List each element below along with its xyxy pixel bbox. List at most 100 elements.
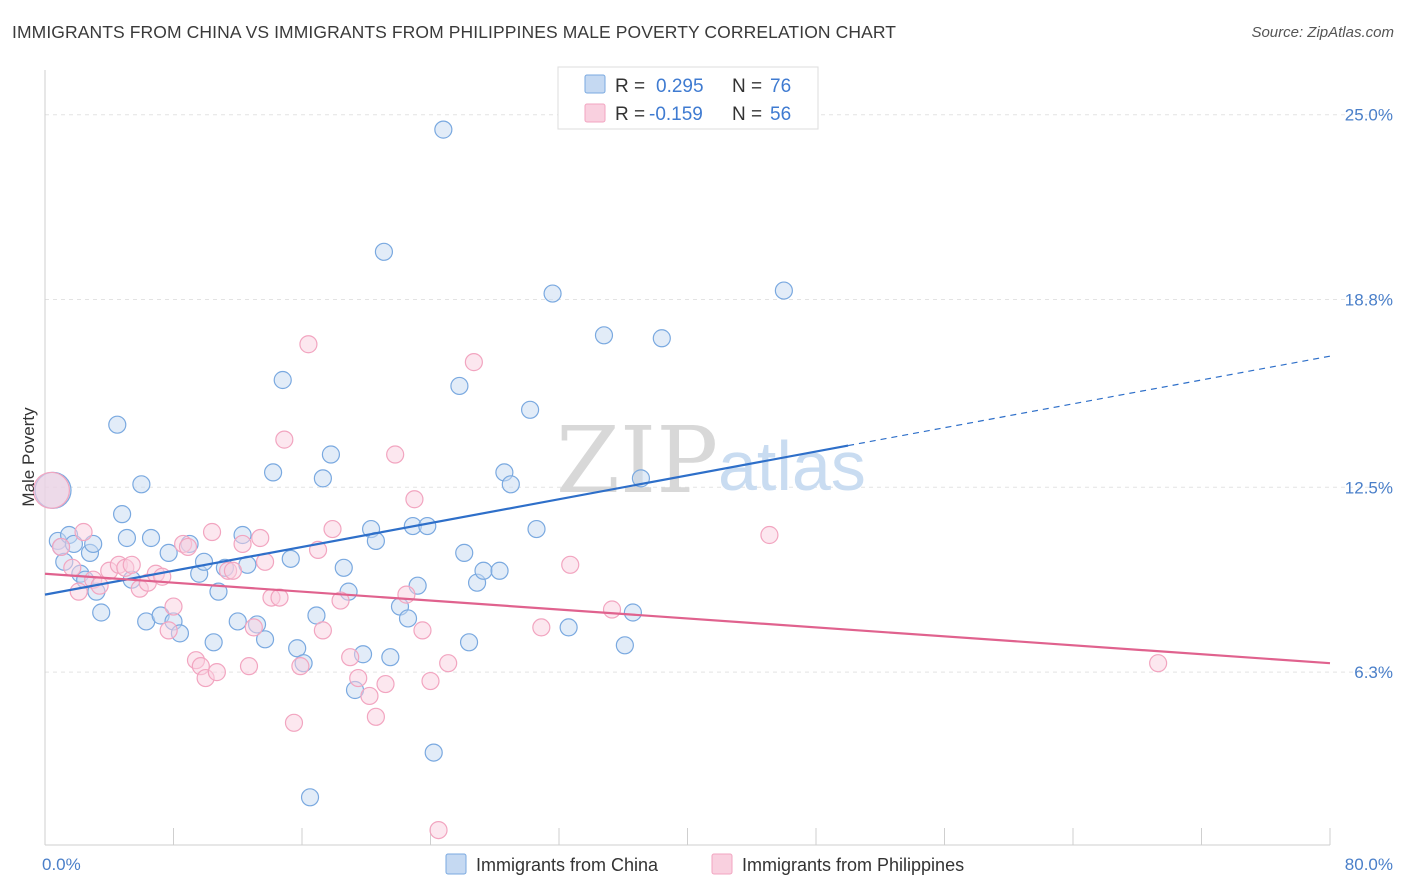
point-series0-27	[209, 582, 228, 601]
y-tick-labels: 6.3% 12.5% 18.8% 25.0%	[1345, 106, 1393, 682]
axes	[44, 70, 1331, 846]
point-series1-40	[331, 591, 350, 610]
point-series0-26	[204, 633, 223, 652]
point-series1-54	[532, 618, 551, 637]
legend-swatch-philippines	[584, 103, 606, 123]
point-series0-74	[652, 329, 671, 348]
trend-line-series0	[44, 444, 849, 596]
point-series1-48	[405, 490, 424, 509]
point-series1-0	[32, 471, 71, 509]
legend-box: R = 0.295 N = 76 R = -0.159 N = 56	[557, 66, 819, 130]
chart-title: IMMIGRANTS FROM CHINA VS IMMIGRANTS FROM…	[12, 22, 897, 42]
point-series1-35	[291, 657, 310, 676]
point-series1-32	[270, 588, 289, 607]
point-series1-16	[164, 597, 183, 616]
point-series1-53	[464, 353, 483, 372]
point-series1-41	[341, 648, 360, 667]
point-series1-25	[223, 561, 243, 580]
legend-r-label-china: R =	[615, 76, 645, 97]
point-series1-22	[202, 522, 222, 542]
point-series0-70	[594, 326, 614, 345]
point-series0-11	[92, 603, 111, 622]
y-tick-label-2: 18.8%	[1345, 291, 1393, 310]
point-series0-43	[334, 558, 353, 577]
legend-n-label-philippines: N =	[732, 104, 762, 125]
point-series1-58	[1149, 654, 1168, 673]
point-series1-55	[561, 555, 580, 574]
x-tick-labels: 0.0% 80.0%	[42, 855, 1393, 874]
point-series0-65	[501, 475, 520, 494]
point-series1-44	[366, 707, 385, 726]
trend-extension-series0	[848, 355, 1331, 447]
x-tick-label-1: 80.0%	[1345, 855, 1393, 874]
point-series0-62	[474, 561, 493, 580]
point-series1-33	[275, 430, 294, 449]
legend-n-value-philippines: 56	[770, 104, 791, 125]
point-series1-27	[239, 657, 259, 676]
point-series1-51	[429, 820, 448, 840]
point-series1-56	[602, 600, 622, 619]
watermark-zip: ZIP	[556, 407, 718, 514]
bottom-legend: Immigrants from China Immigrants from Ph…	[445, 853, 964, 875]
point-series0-36	[281, 549, 300, 568]
point-series0-66	[520, 400, 540, 419]
bottom-legend-label-china: Immigrants from China	[476, 855, 659, 875]
point-series1-28	[244, 618, 263, 637]
point-series0-55	[418, 516, 437, 536]
y-axis-title: Male Poverty	[19, 407, 38, 507]
bottom-legend-label-philippines: Immigrants from Philippines	[742, 855, 964, 875]
point-series1-57	[760, 525, 779, 545]
trend-lines	[44, 355, 1331, 665]
legend-n-value-china: 76	[770, 76, 791, 97]
point-series0-56	[424, 743, 443, 762]
x-tick-label-0: 0.0%	[42, 855, 81, 874]
point-series0-29	[228, 612, 247, 631]
point-series1-50	[421, 671, 440, 691]
point-series1-47	[397, 585, 416, 604]
point-series1-42	[349, 668, 368, 688]
point-series1-29	[251, 528, 270, 548]
point-series0-35	[273, 370, 292, 390]
point-series1-23	[207, 663, 226, 682]
point-series1-1	[51, 537, 71, 557]
source-label: Source: ZipAtlas.com	[1251, 24, 1394, 41]
point-series1-26	[233, 534, 252, 554]
point-series0-75	[774, 281, 793, 300]
legend-swatch-china	[584, 74, 606, 94]
y-tick-label-3: 25.0%	[1345, 106, 1393, 125]
point-series0-60	[459, 633, 479, 652]
point-series1-10	[122, 555, 141, 574]
point-series0-16	[132, 475, 151, 494]
y-tick-label-1: 12.5%	[1345, 478, 1393, 497]
point-series0-50	[381, 648, 400, 667]
legend-r-label-philippines: R =	[615, 104, 645, 125]
data-points	[32, 120, 1168, 840]
point-series1-2	[63, 558, 82, 577]
point-series1-4	[74, 522, 93, 542]
point-series1-52	[439, 654, 458, 673]
legend-n-label-china: N =	[732, 76, 762, 97]
y-tick-label-0: 6.3%	[1354, 663, 1393, 682]
point-series0-39	[300, 788, 320, 807]
point-series0-69	[559, 618, 578, 637]
point-series0-9	[84, 534, 103, 554]
point-series0-71	[615, 636, 634, 655]
watermark: ZIP atlas	[556, 407, 866, 514]
point-series0-14	[117, 528, 137, 548]
point-series1-49	[413, 621, 432, 640]
point-series0-12	[108, 415, 127, 434]
point-series0-59	[455, 543, 474, 562]
point-series0-72	[623, 603, 642, 622]
point-series1-15	[159, 621, 178, 640]
point-series1-3	[69, 582, 88, 601]
point-series0-49	[374, 242, 394, 261]
point-series0-41	[313, 469, 332, 488]
point-series0-67	[527, 519, 546, 539]
legend-r-value-china: 0.295	[656, 76, 704, 97]
point-series1-46	[386, 445, 405, 464]
point-series0-57	[434, 120, 453, 139]
legend-r-value-philippines: -0.159	[649, 104, 703, 125]
point-series1-45	[376, 674, 395, 694]
point-series1-43	[360, 686, 379, 706]
